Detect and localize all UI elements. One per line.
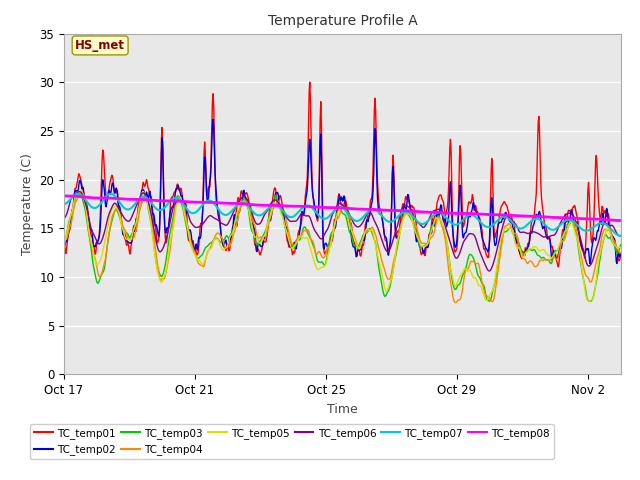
TC_temp01 <box>292 237 300 243</box>
TC_temp03 <box>81 204 88 210</box>
TC_temp08 <box>60 193 68 199</box>
TC_temp07 <box>293 211 301 216</box>
TC_temp07 <box>74 191 82 197</box>
Line: TC_temp02: TC_temp02 <box>64 120 621 264</box>
TC_temp06 <box>81 198 88 204</box>
TC_temp03 <box>376 272 384 278</box>
Line: TC_temp01: TC_temp01 <box>64 82 621 267</box>
TC_temp03 <box>617 242 625 248</box>
TC_temp08 <box>376 207 383 213</box>
TC_temp03 <box>293 238 301 244</box>
TC_temp07 <box>617 233 625 239</box>
TC_temp04 <box>293 237 301 243</box>
Title: Temperature Profile A: Temperature Profile A <box>268 14 417 28</box>
TC_temp03 <box>60 241 68 247</box>
Line: TC_temp07: TC_temp07 <box>64 194 621 236</box>
TC_temp04 <box>452 300 460 305</box>
TC_temp03 <box>74 189 81 195</box>
TC_temp02 <box>617 251 625 256</box>
TC_temp07 <box>511 222 518 228</box>
TC_temp05 <box>617 244 625 250</box>
TC_temp05 <box>586 299 593 304</box>
TC_temp02 <box>293 241 301 247</box>
TC_temp05 <box>376 264 384 269</box>
TC_temp08 <box>80 194 88 200</box>
TC_temp05 <box>81 199 88 204</box>
TC_temp06 <box>511 221 519 227</box>
TC_temp07 <box>81 196 88 202</box>
TC_temp02 <box>586 261 594 266</box>
TC_temp04 <box>511 231 519 237</box>
TC_temp01 <box>306 79 314 85</box>
TC_temp05 <box>192 253 200 259</box>
TC_temp06 <box>617 233 625 239</box>
TC_temp01 <box>511 220 518 226</box>
TC_temp08 <box>263 203 271 208</box>
TC_temp04 <box>60 234 68 240</box>
TC_temp01 <box>60 237 68 243</box>
TC_temp06 <box>293 217 301 223</box>
TC_temp06 <box>60 216 68 221</box>
Text: HS_met: HS_met <box>75 39 125 52</box>
TC_temp04 <box>617 250 625 256</box>
Line: TC_temp08: TC_temp08 <box>64 196 621 220</box>
TC_temp07 <box>376 211 384 216</box>
Y-axis label: Temperature (C): Temperature (C) <box>21 153 34 255</box>
TC_temp06 <box>376 232 384 238</box>
Legend: TC_temp01, TC_temp02, TC_temp03, TC_temp04, TC_temp05, TC_temp06, TC_temp07, TC_: TC_temp01, TC_temp02, TC_temp03, TC_temp… <box>30 424 554 459</box>
TC_temp01 <box>80 191 88 196</box>
TC_temp06 <box>76 189 83 194</box>
TC_temp05 <box>76 188 84 193</box>
TC_temp02 <box>511 228 518 233</box>
TC_temp05 <box>293 240 301 245</box>
Line: TC_temp04: TC_temp04 <box>64 192 621 302</box>
TC_temp01 <box>191 249 199 255</box>
TC_temp02 <box>264 226 271 231</box>
TC_temp06 <box>264 208 271 214</box>
TC_temp04 <box>81 194 88 200</box>
TC_temp03 <box>264 222 271 228</box>
TC_temp02 <box>60 243 68 249</box>
TC_temp02 <box>376 211 384 217</box>
TC_temp05 <box>264 222 271 228</box>
TC_temp04 <box>264 228 271 233</box>
Line: TC_temp06: TC_temp06 <box>64 192 621 271</box>
X-axis label: Time: Time <box>327 403 358 416</box>
TC_temp06 <box>485 268 493 274</box>
TC_temp07 <box>60 201 68 207</box>
TC_temp02 <box>80 194 88 200</box>
TC_temp02 <box>209 117 217 122</box>
Line: TC_temp03: TC_temp03 <box>64 192 621 301</box>
TC_temp08 <box>292 204 300 209</box>
TC_temp01 <box>554 264 562 270</box>
TC_temp01 <box>376 206 384 212</box>
TC_temp07 <box>264 207 271 213</box>
TC_temp05 <box>60 240 68 246</box>
TC_temp02 <box>191 247 199 253</box>
TC_temp03 <box>587 299 595 304</box>
TC_temp05 <box>511 237 518 242</box>
TC_temp06 <box>192 225 200 230</box>
TC_temp08 <box>191 199 199 205</box>
TC_temp07 <box>192 209 200 215</box>
TC_temp08 <box>510 213 518 218</box>
TC_temp04 <box>376 251 384 256</box>
Line: TC_temp05: TC_temp05 <box>64 191 621 301</box>
TC_temp01 <box>263 236 271 241</box>
TC_temp03 <box>511 233 518 239</box>
TC_temp03 <box>192 253 200 259</box>
TC_temp04 <box>77 189 84 195</box>
TC_temp08 <box>617 217 625 223</box>
TC_temp04 <box>192 252 200 258</box>
TC_temp01 <box>617 255 625 261</box>
